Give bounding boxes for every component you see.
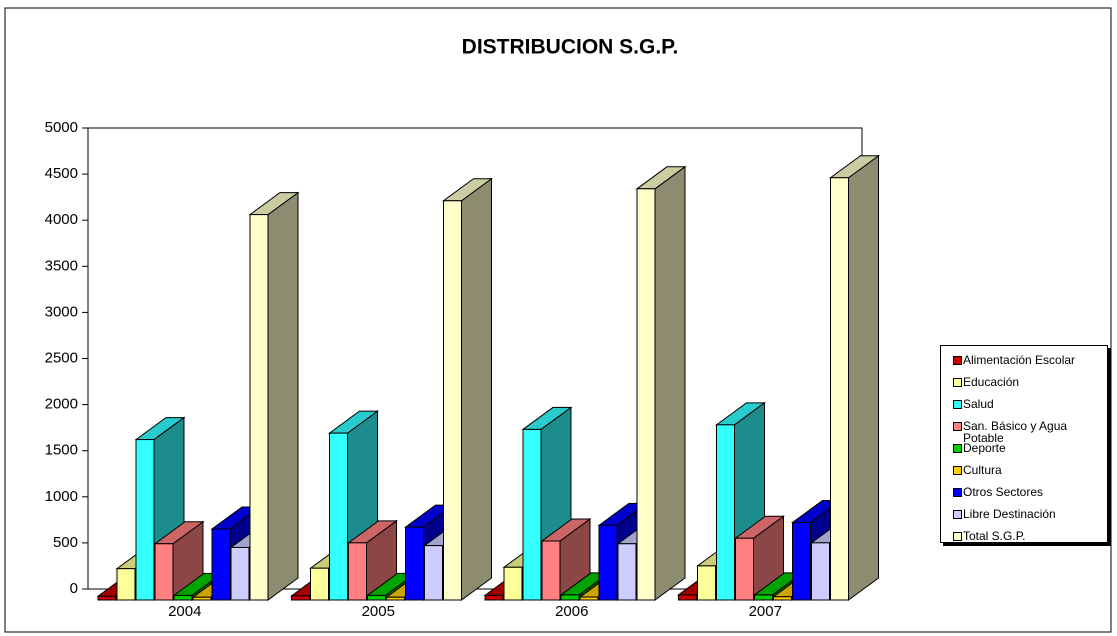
legend-swatch xyxy=(953,400,962,409)
legend-label: Deporte xyxy=(963,441,1006,455)
y-tick-label: 5000 xyxy=(45,119,78,136)
bar xyxy=(811,542,830,601)
legend-swatch xyxy=(953,444,962,453)
bar-side xyxy=(654,165,686,601)
legend-item: Libre Destinación xyxy=(953,507,1103,521)
legend-item: Otros Sectores xyxy=(953,485,1103,499)
bar xyxy=(773,596,792,601)
x-tick-label: 2006 xyxy=(555,603,588,620)
bar xyxy=(154,543,174,601)
bar xyxy=(348,542,367,601)
bar xyxy=(579,596,599,601)
y-tick-label: 500 xyxy=(53,534,78,551)
legend-label: Otros Sectores xyxy=(963,485,1044,499)
bar xyxy=(735,537,754,601)
bar xyxy=(636,188,656,601)
bar xyxy=(503,566,523,601)
y-tick-label: 4000 xyxy=(45,211,78,228)
y-tick-label: 2000 xyxy=(45,396,78,413)
bar xyxy=(386,596,405,601)
legend-swatch xyxy=(953,488,962,497)
legend-item: Total S.G.P. xyxy=(953,529,1103,543)
bar xyxy=(291,595,310,601)
legend-item: Alimentación Escolar xyxy=(953,353,1103,367)
bar xyxy=(484,594,504,601)
legend-label: Alimentación Escolar xyxy=(963,353,1076,367)
legend-item: Salud xyxy=(953,397,1103,411)
legend-label: San. Básico y Agua Potable xyxy=(963,419,1068,445)
bar xyxy=(443,200,462,601)
bar xyxy=(405,526,424,601)
bar xyxy=(830,177,849,601)
legend-swatch xyxy=(953,356,962,365)
legend-label: Educación xyxy=(963,375,1020,389)
legend-label: Total S.G.P. xyxy=(963,529,1026,543)
bar xyxy=(135,439,155,601)
legend-item: Cultura xyxy=(953,463,1103,477)
x-tick-label: 2007 xyxy=(749,603,782,620)
bar xyxy=(310,567,329,601)
x-tick-label: 2005 xyxy=(362,603,395,620)
bar xyxy=(424,545,443,601)
legend-swatch xyxy=(953,466,962,475)
legend-item: Educación xyxy=(953,375,1103,389)
y-tick-label: 3500 xyxy=(45,257,78,274)
bar-side xyxy=(461,177,492,601)
bar xyxy=(211,528,231,601)
y-tick-label: 3000 xyxy=(45,303,78,320)
y-tick-label: 1500 xyxy=(45,442,78,459)
bar xyxy=(541,540,561,601)
bar xyxy=(329,432,348,601)
legend-item: Deporte xyxy=(953,441,1103,455)
bar xyxy=(116,568,136,601)
bar xyxy=(792,522,811,601)
legend-label: Salud xyxy=(963,397,994,411)
bar-side xyxy=(267,191,299,601)
bar xyxy=(560,594,580,601)
bar xyxy=(97,595,117,601)
bar xyxy=(249,214,269,601)
bar xyxy=(716,424,735,601)
y-tick-label: 4500 xyxy=(45,165,78,182)
bar xyxy=(617,543,637,601)
y-tick-label: 2500 xyxy=(45,349,78,366)
legend-swatch xyxy=(953,422,962,431)
bar xyxy=(230,546,250,601)
bar xyxy=(754,594,773,601)
bar-side xyxy=(848,154,879,601)
y-tick-label: 1000 xyxy=(45,488,78,505)
legend-label: Libre Destinación xyxy=(963,507,1056,521)
bar xyxy=(367,594,386,601)
bar xyxy=(678,594,697,601)
legend-swatch xyxy=(953,378,962,387)
legend-label: Cultura xyxy=(963,463,1002,477)
legend-item: San. Básico y Agua Potable xyxy=(953,419,1103,445)
x-tick-label: 2004 xyxy=(168,603,201,620)
bar xyxy=(598,524,618,601)
legend-swatch xyxy=(953,532,962,541)
bar xyxy=(192,596,212,601)
legend: Alimentación Escolar Educación Salud San. B… xyxy=(940,345,1108,543)
bar xyxy=(522,428,542,601)
y-tick-label: 0 xyxy=(70,580,78,597)
bar xyxy=(173,594,193,601)
legend-swatch xyxy=(953,510,962,519)
bar xyxy=(697,565,716,601)
chart-title: DISTRIBUCION S.G.P. xyxy=(462,36,679,59)
